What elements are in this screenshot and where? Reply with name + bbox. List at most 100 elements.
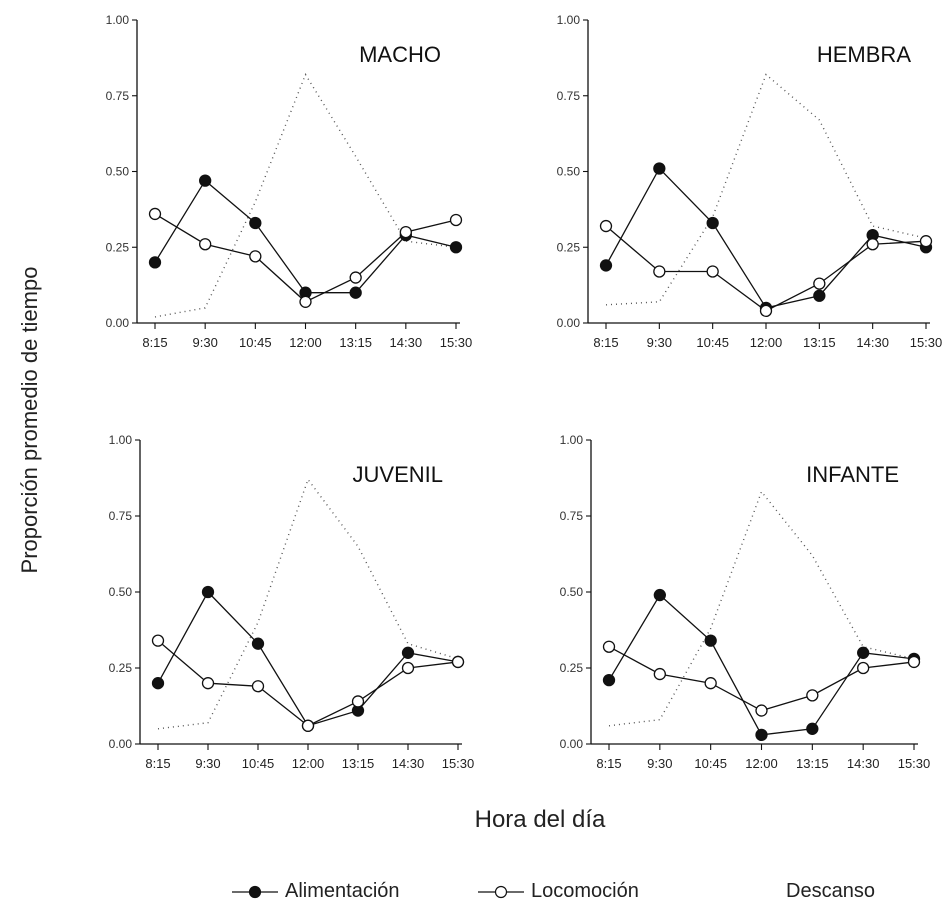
point-locomocion bbox=[148, 207, 162, 221]
y-tick-label: 0.00 bbox=[106, 316, 130, 330]
x-tick-label: 10:45 bbox=[694, 756, 727, 771]
x-tick-label: 8:15 bbox=[142, 335, 167, 350]
x-tick-label: 13:15 bbox=[796, 756, 829, 771]
y-tick-label: 1.00 bbox=[557, 13, 581, 27]
x-tick-label: 9:30 bbox=[193, 335, 218, 350]
x-tick-label: 14:30 bbox=[390, 335, 423, 350]
point-locomocion bbox=[299, 295, 312, 308]
y-tick-label: 0.25 bbox=[557, 240, 581, 254]
y-axis-label: Proporción promedio de tiempo bbox=[17, 266, 42, 574]
point-locomocion bbox=[301, 719, 315, 732]
point-locomocion bbox=[399, 225, 412, 239]
point-alimentacion bbox=[201, 585, 215, 599]
point-locomocion bbox=[907, 655, 921, 669]
x-tick-label: 15:30 bbox=[910, 335, 942, 350]
y-tick-label: 0.00 bbox=[560, 737, 584, 751]
series-line-descanso bbox=[605, 73, 927, 306]
point-alimentacion bbox=[755, 728, 768, 742]
point-alimentacion bbox=[449, 241, 463, 254]
y-tick-label: 0.25 bbox=[106, 240, 130, 254]
point-alimentacion bbox=[813, 289, 826, 302]
point-locomocion bbox=[201, 677, 215, 690]
legend: Alimentación Locomoción Descanso bbox=[0, 872, 942, 912]
legend-label-alimentacion: Alimentación bbox=[285, 880, 400, 902]
point-alimentacion bbox=[706, 216, 719, 230]
x-tick-label: 9:30 bbox=[647, 335, 672, 350]
y-tick-label: 0.50 bbox=[557, 165, 581, 179]
x-tick-label: 8:15 bbox=[593, 335, 618, 350]
y-tick-label: 0.50 bbox=[560, 585, 584, 599]
filled-circle-marker-icon bbox=[232, 885, 278, 899]
point-alimentacion bbox=[602, 674, 616, 687]
point-locomocion bbox=[806, 689, 819, 702]
y-tick-label: 0.25 bbox=[109, 661, 133, 675]
point-locomocion bbox=[919, 235, 933, 248]
point-locomocion bbox=[755, 704, 768, 717]
x-tick-label: 15:30 bbox=[440, 335, 473, 350]
y-tick-label: 1.00 bbox=[560, 433, 584, 447]
x-tick-label: 10:45 bbox=[696, 335, 729, 350]
legend-item-alimentacion: Alimentación bbox=[230, 872, 430, 912]
panel-title: JUVENIL bbox=[353, 462, 443, 487]
point-locomocion bbox=[349, 271, 362, 284]
chart-panel-hembra: 0.00 0.25 0.50 0.75 1.00 8:15 9:30 10:45 12:00 13… bbox=[557, 13, 942, 350]
y-tick-label: 0.75 bbox=[106, 89, 130, 103]
point-alimentacion bbox=[653, 162, 666, 175]
y-tick-label: 0.50 bbox=[106, 165, 130, 179]
point-locomocion bbox=[599, 219, 613, 233]
point-locomocion bbox=[351, 695, 365, 708]
series-line-descanso bbox=[154, 72, 457, 318]
point-locomocion bbox=[857, 661, 870, 675]
point-locomocion bbox=[813, 277, 826, 290]
x-tick-label: 8:15 bbox=[596, 756, 621, 771]
point-locomocion bbox=[251, 680, 265, 693]
legend-label-locomocion: Locomoción bbox=[531, 880, 639, 902]
x-tick-label: 12:00 bbox=[750, 335, 783, 350]
x-tick-label: 13:15 bbox=[803, 335, 836, 350]
x-tick-label: 10:45 bbox=[239, 335, 272, 350]
x-tick-label: 15:30 bbox=[442, 756, 475, 771]
point-alimentacion bbox=[249, 216, 262, 230]
series-line-descanso bbox=[157, 478, 459, 730]
point-alimentacion bbox=[653, 588, 666, 602]
point-alimentacion bbox=[151, 677, 165, 690]
x-tick-label: 13:15 bbox=[339, 335, 372, 350]
point-alimentacion bbox=[704, 634, 717, 647]
series-line-locomocion bbox=[608, 646, 915, 712]
chart-panel-juvenil: 0.00 0.25 0.50 0.75 1.00 8:15 9:30 10:45 12:00 13… bbox=[109, 433, 475, 771]
x-tick-label: 14:30 bbox=[856, 335, 889, 350]
point-locomocion bbox=[866, 238, 879, 251]
point-alimentacion bbox=[199, 174, 212, 187]
y-tick-label: 0.75 bbox=[560, 509, 584, 523]
y-tick-label: 0.25 bbox=[560, 661, 584, 675]
legend-item-descanso: Descanso bbox=[716, 872, 916, 912]
panel-title: INFANTE bbox=[806, 462, 899, 487]
x-tick-label: 9:30 bbox=[195, 756, 220, 771]
chart-panel-macho: 0.00 0.25 0.50 0.75 1.00 8:15 9:30 10:45 12:00 13… bbox=[106, 13, 473, 350]
point-locomocion bbox=[704, 677, 717, 690]
x-tick-label: 12:00 bbox=[289, 335, 322, 350]
y-tick-label: 1.00 bbox=[106, 13, 130, 27]
point-alimentacion bbox=[401, 646, 415, 659]
series-line-alimentacion bbox=[157, 590, 459, 727]
dotted-line-marker-icon bbox=[718, 891, 774, 893]
y-tick-label: 0.75 bbox=[109, 509, 133, 523]
x-tick-label: 12:00 bbox=[292, 756, 325, 771]
point-locomocion bbox=[199, 238, 212, 251]
point-locomocion bbox=[653, 667, 666, 681]
legend-label-descanso: Descanso bbox=[786, 880, 875, 902]
point-locomocion bbox=[602, 640, 616, 653]
x-axis-label: Hora del día bbox=[474, 806, 606, 833]
point-locomocion bbox=[451, 655, 465, 669]
point-locomocion bbox=[151, 634, 165, 647]
x-tick-label: 10:45 bbox=[242, 756, 275, 771]
x-tick-label: 8:15 bbox=[145, 756, 170, 771]
x-tick-label: 13:15 bbox=[342, 756, 375, 771]
y-tick-label: 1.00 bbox=[109, 433, 133, 447]
point-locomocion bbox=[706, 265, 719, 278]
point-alimentacion bbox=[599, 259, 613, 272]
legend-item-locomocion: Locomoción bbox=[476, 872, 676, 912]
figure-canvas: 0.00 0.25 0.50 0.75 1.00 8:15 9:30 10:45 12:00 13… bbox=[106, 13, 942, 771]
x-tick-label: 14:30 bbox=[847, 756, 880, 771]
y-tick-label: 0.00 bbox=[109, 737, 133, 751]
